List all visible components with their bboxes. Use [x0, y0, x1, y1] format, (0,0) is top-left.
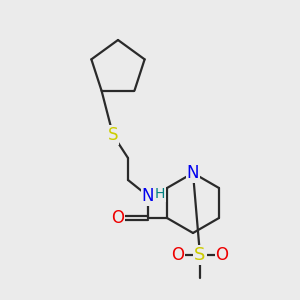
Text: O: O [172, 246, 184, 264]
Text: O: O [112, 209, 124, 227]
Text: S: S [108, 126, 118, 144]
Text: N: N [187, 164, 199, 182]
Text: H: H [155, 187, 165, 201]
Text: S: S [194, 246, 206, 264]
Text: O: O [215, 246, 229, 264]
Text: N: N [142, 187, 154, 205]
